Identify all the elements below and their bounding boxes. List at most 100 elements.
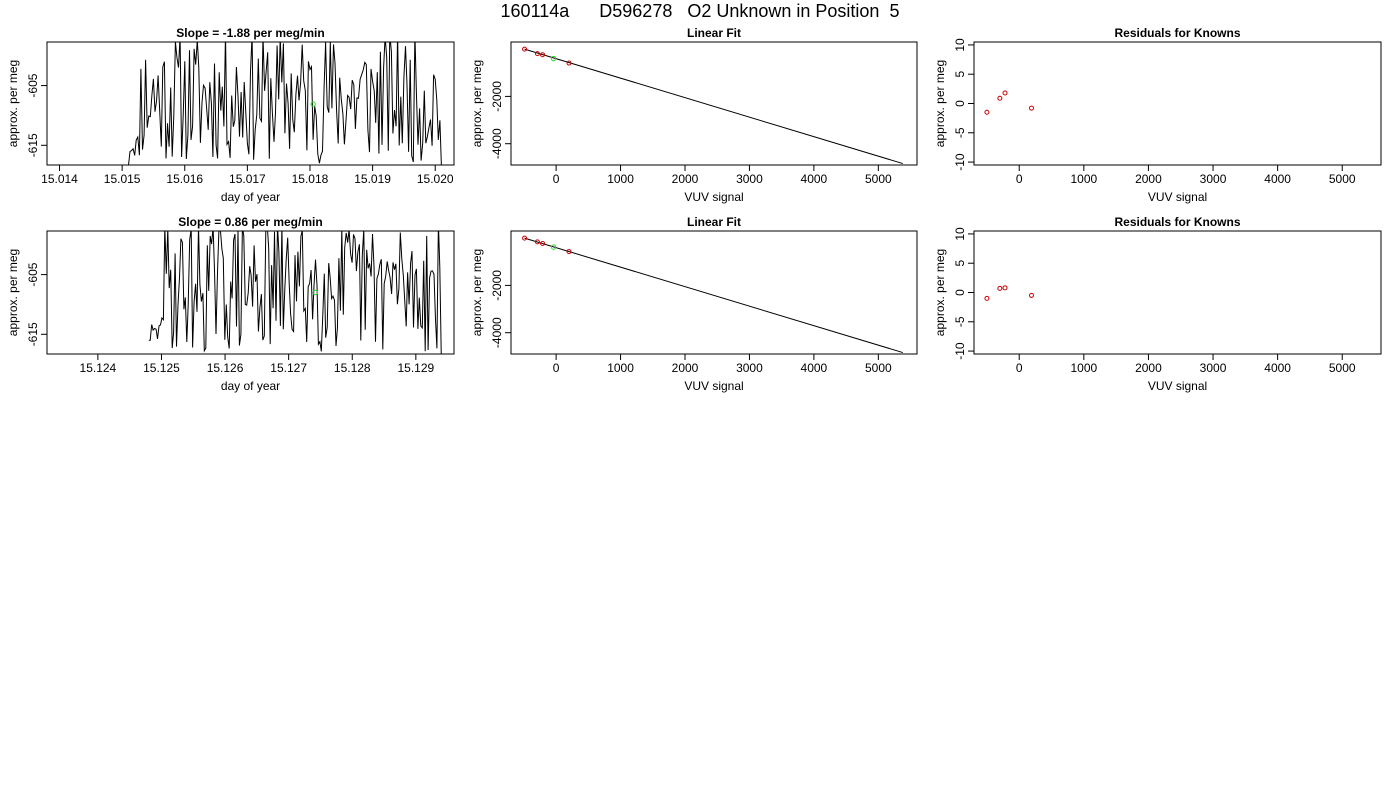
- known-point: [1028, 292, 1034, 298]
- x-tick-label: 15.129: [397, 361, 434, 375]
- residuals-1-panel: Residuals for Knowns 0 1000 2000 3000 4000 500…: [933, 26, 1382, 204]
- x-axis-label: day of year: [221, 190, 280, 204]
- x-tick-label: 4000: [801, 361, 828, 375]
- known-point: [1028, 105, 1034, 111]
- x-tick-label: 2000: [672, 172, 699, 186]
- x-tick-label: 3000: [1200, 172, 1227, 186]
- x-tick-label: 1000: [1070, 361, 1097, 375]
- timeseries-1-panel: Slope = -1.88 per meg/min 15.014 15.015 15.…: [6, 26, 455, 204]
- plot-frame: [510, 230, 918, 355]
- plot-frame: [46, 230, 455, 355]
- timeseries-2-panel: Slope = 0.86 per meg/min 15.124 15.125 15.1…: [6, 215, 455, 393]
- x-tick-label: 15.020: [417, 172, 454, 186]
- y-axis-label: approx. per meg: [933, 60, 947, 147]
- known-point: [522, 46, 528, 52]
- y-tick-label: -4000: [490, 317, 504, 348]
- y-tick-label: 0: [953, 100, 967, 107]
- chart-title: Residuals for Knowns: [1114, 215, 1240, 229]
- x-tick-label: 0: [553, 361, 560, 375]
- known-point: [1002, 90, 1008, 96]
- y-tick-label: -4000: [490, 128, 504, 159]
- y-tick-label: -615: [26, 322, 40, 346]
- x-tick-label: 3000: [736, 172, 763, 186]
- x-tick-label: 2000: [1135, 172, 1162, 186]
- x-tick-label: 15.019: [354, 172, 391, 186]
- x-tick-label: 5000: [865, 172, 892, 186]
- x-tick-label: 15.126: [207, 361, 244, 375]
- x-tick-label: 5000: [1329, 172, 1356, 186]
- chart-title: Slope = -1.88 per meg/min: [176, 26, 324, 40]
- residuals-2-panel: Residuals for Knowns 0 1000 2000 3000 4000 500…: [933, 215, 1382, 393]
- unknown-sample-point: [312, 289, 319, 296]
- y-axis-label: approx. per meg: [470, 60, 484, 147]
- y-tick-label: -5: [953, 316, 967, 327]
- x-axis-label: VUV signal: [684, 190, 743, 204]
- linearfit-1-panel: Linear Fit 0 1000 2000 3000 4000 5000 VUV signa…: [470, 26, 918, 204]
- plot-frame: [510, 41, 918, 166]
- x-tick-label: 4000: [801, 172, 828, 186]
- page-title: 160114a D596278 O2 Unknown in Position 5: [500, 1, 900, 21]
- y-tick-label: -10: [953, 153, 967, 171]
- unknown-point: [550, 55, 557, 62]
- y-axis-label: approx. per meg: [6, 249, 20, 336]
- chart-title: Linear Fit: [687, 26, 741, 40]
- x-tick-label: 15.018: [292, 172, 329, 186]
- known-point: [540, 241, 546, 247]
- x-tick-label: 0: [1016, 172, 1023, 186]
- x-tick-label: 15.017: [229, 172, 266, 186]
- y-tick-label: -2000: [490, 81, 504, 112]
- x-tick-label: 4000: [1264, 172, 1291, 186]
- x-tick-label: 1000: [607, 361, 634, 375]
- x-tick-label: 5000: [865, 361, 892, 375]
- unknown-sample-point: [310, 101, 316, 107]
- x-tick-label: 15.128: [334, 361, 371, 375]
- y-axis-label: approx. per meg: [6, 60, 20, 147]
- x-axis-label: VUV signal: [1148, 379, 1207, 393]
- chart-title: Slope = 0.86 per meg/min: [178, 215, 322, 229]
- plot-frame: [46, 41, 455, 166]
- y-tick-label: -605: [26, 73, 40, 97]
- x-tick-label: 15.014: [41, 172, 78, 186]
- y-tick-label: 5: [953, 71, 967, 78]
- known-point: [1002, 285, 1008, 291]
- chart-title: Residuals for Knowns: [1114, 26, 1240, 40]
- known-point: [566, 249, 572, 255]
- x-tick-label: 0: [553, 172, 560, 186]
- x-tick-label: 4000: [1264, 361, 1291, 375]
- plot-frame: [973, 230, 1382, 355]
- x-tick-label: 0: [1016, 361, 1023, 375]
- known-point: [566, 60, 572, 66]
- x-tick-label: 15.127: [270, 361, 307, 375]
- x-axis-label: day of year: [221, 379, 280, 393]
- known-point: [984, 109, 990, 115]
- unknown-point: [550, 244, 557, 250]
- series-line: [148, 231, 442, 354]
- y-tick-label: -605: [26, 262, 40, 286]
- x-axis-label: VUV signal: [684, 379, 743, 393]
- known-point: [534, 51, 540, 57]
- y-axis-label: approx. per meg: [470, 249, 484, 336]
- series-line: [128, 42, 442, 165]
- y-axis-label: approx. per meg: [933, 249, 947, 336]
- x-tick-label: 5000: [1329, 361, 1356, 375]
- x-tick-label: 15.125: [143, 361, 180, 375]
- x-tick-label: 15.015: [104, 172, 141, 186]
- y-tick-label: -2000: [490, 270, 504, 301]
- fit-line: [524, 48, 903, 165]
- y-tick-label: 5: [953, 260, 967, 267]
- plot-frame: [973, 41, 1382, 166]
- known-point: [540, 52, 546, 58]
- x-tick-label: 1000: [607, 172, 634, 186]
- known-point: [984, 295, 990, 301]
- x-tick-label: 3000: [736, 361, 763, 375]
- y-tick-label: 0: [953, 289, 967, 296]
- x-tick-label: 3000: [1200, 361, 1227, 375]
- x-tick-label: 2000: [672, 361, 699, 375]
- y-tick-label: -615: [26, 133, 40, 157]
- y-tick-label: -5: [953, 127, 967, 138]
- known-point: [997, 95, 1003, 101]
- x-tick-label: 15.016: [166, 172, 203, 186]
- y-tick-label: -10: [953, 342, 967, 360]
- known-point: [534, 239, 540, 245]
